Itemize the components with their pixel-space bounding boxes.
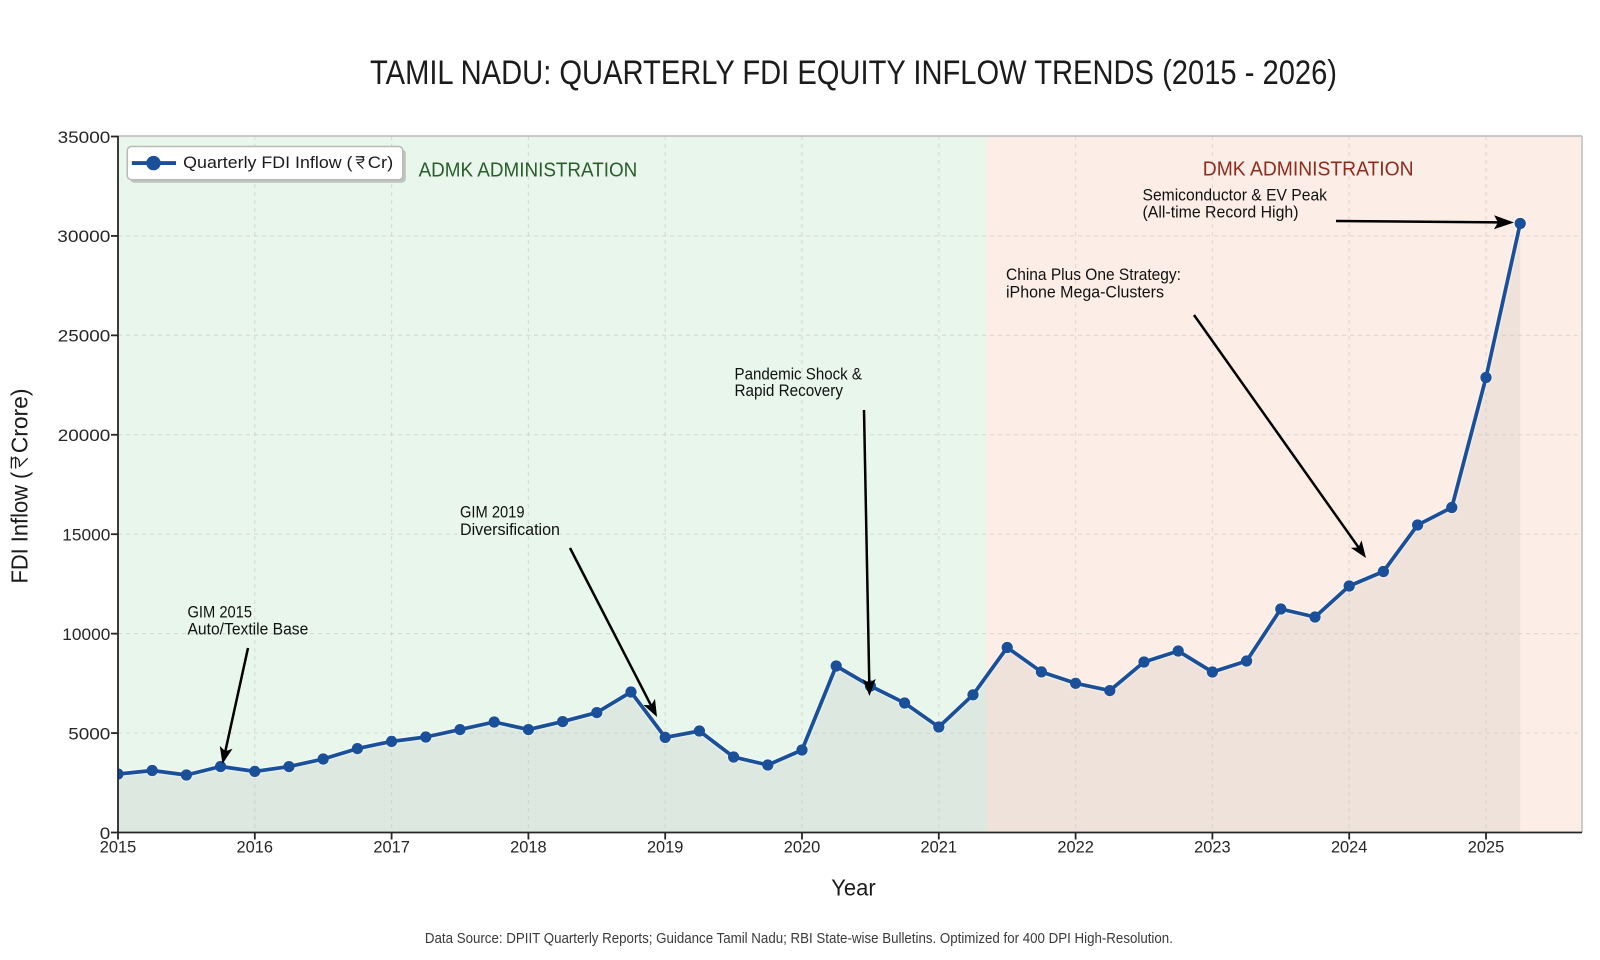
svg-text:Semiconductor & EV Peak: Semiconductor & EV Peak — [1143, 185, 1328, 204]
svg-text:Pandemic Shock &: Pandemic Shock & — [735, 364, 863, 383]
svg-text:15000: 15000 — [62, 526, 110, 545]
svg-text:GIM 2015: GIM 2015 — [188, 602, 253, 621]
svg-text:10000: 10000 — [62, 625, 110, 644]
svg-text:0: 0 — [100, 824, 111, 843]
svg-text:Auto/Textile Base: Auto/Textile Base — [188, 619, 309, 638]
svg-text:ADMK ADMINISTRATION: ADMK ADMINISTRATION — [419, 159, 638, 181]
svg-text:Diversification: Diversification — [460, 520, 560, 539]
svg-text:2020: 2020 — [784, 838, 821, 857]
svg-text:(All-time Record High): (All-time Record High) — [1143, 203, 1299, 222]
svg-text:2025: 2025 — [1468, 838, 1505, 857]
svg-text:25000: 25000 — [58, 327, 111, 346]
svg-text:iPhone Mega-Clusters: iPhone Mega-Clusters — [1006, 282, 1164, 301]
svg-text:Quarterly FDI Inflow (: Quarterly FDI Inflow ( — [183, 154, 353, 172]
svg-text:Crore): Crore) — [7, 389, 33, 454]
svg-text:2024: 2024 — [1331, 838, 1368, 857]
svg-text:2016: 2016 — [237, 838, 274, 857]
svg-text:China Plus One Strategy:: China Plus One Strategy: — [1006, 265, 1181, 284]
svg-text:20000: 20000 — [58, 426, 111, 445]
svg-text:Data Source: DPIIT Quarterly R: Data Source: DPIIT Quarterly Reports; Gu… — [425, 930, 1173, 947]
svg-text:2022: 2022 — [1057, 838, 1094, 857]
svg-text:2023: 2023 — [1194, 838, 1231, 857]
svg-text:2017: 2017 — [373, 838, 410, 857]
svg-text:30000: 30000 — [57, 227, 110, 246]
svg-text:Year: Year — [831, 875, 876, 901]
svg-text:2019: 2019 — [647, 838, 684, 857]
svg-text:DMK ADMINISTRATION: DMK ADMINISTRATION — [1203, 159, 1414, 181]
svg-text:5000: 5000 — [68, 724, 110, 743]
svg-text:2015: 2015 — [100, 838, 137, 857]
svg-text:TAMIL NADU: QUARTERLY FDI EQUI: TAMIL NADU: QUARTERLY FDI EQUITY INFLOW … — [370, 54, 1337, 92]
svg-text:Cr): Cr) — [368, 154, 393, 172]
svg-text:Rapid Recovery: Rapid Recovery — [735, 381, 844, 400]
svg-text:35000: 35000 — [58, 128, 111, 147]
svg-text:2021: 2021 — [921, 838, 958, 857]
svg-text:GIM 2019: GIM 2019 — [460, 503, 525, 522]
svg-text:FDI Inflow (: FDI Inflow ( — [7, 471, 33, 583]
svg-text:2018: 2018 — [510, 838, 547, 857]
